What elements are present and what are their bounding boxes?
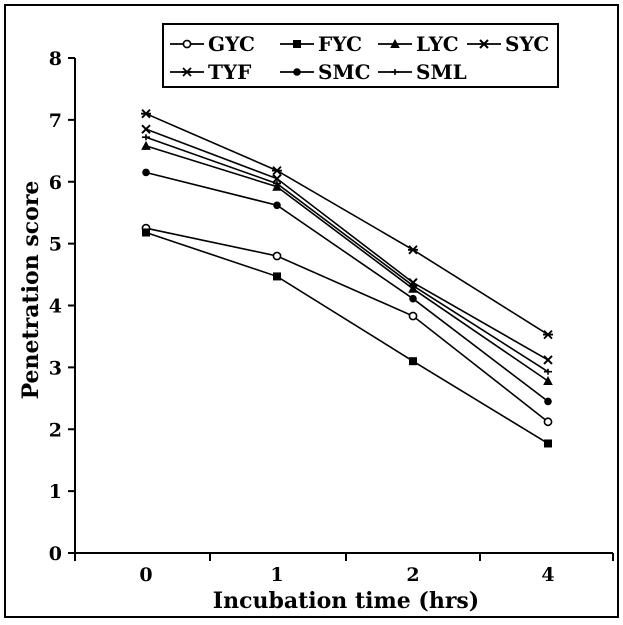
data-point-syc — [543, 355, 553, 365]
legend-marker-sml — [391, 69, 399, 75]
y-tick-label: 7 — [49, 110, 62, 132]
data-point-lyc — [543, 375, 553, 385]
series-line-tyf — [145, 112, 549, 336]
data-point-fyc — [142, 228, 150, 237]
data-point-sml — [142, 134, 150, 141]
series-line-lyc — [145, 145, 549, 382]
series-gyc — [141, 223, 553, 427]
y-tick-label: 8 — [49, 48, 62, 70]
legend-label: SMC — [318, 60, 371, 84]
legend-box — [162, 23, 559, 88]
y-tick-label: 0 — [49, 543, 62, 565]
legend-marker-gyc — [182, 39, 192, 49]
x-tick-label: 4 — [541, 564, 554, 586]
legend-item-smc: SMC — [280, 60, 371, 84]
data-point-fyc — [273, 272, 281, 281]
x-tick-label: 0 — [139, 564, 152, 586]
x-tick-label: 2 — [406, 564, 419, 586]
series-layer — [141, 109, 553, 448]
data-point-sml — [273, 180, 281, 187]
y-tick-label: 4 — [49, 296, 62, 318]
legend-label: GYC — [208, 32, 255, 56]
data-point-syc — [272, 173, 282, 184]
data-point-gyc — [408, 311, 418, 321]
legend-label: SYC — [505, 32, 549, 56]
data-point-smc — [142, 168, 150, 177]
data-point-fyc — [409, 357, 417, 366]
series-line-gyc — [145, 227, 549, 423]
series-line-smc — [145, 171, 549, 403]
data-point-sml — [544, 368, 552, 375]
data-point-tyf — [141, 109, 151, 119]
data-point-sml — [409, 282, 417, 289]
legend-item-lyc: LYC — [378, 32, 459, 56]
data-point-lyc — [141, 140, 151, 150]
series-syc — [141, 124, 553, 365]
figure-border — [4, 4, 619, 618]
data-point-smc — [409, 294, 417, 303]
series-lyc — [141, 140, 553, 385]
y-tick-label: 6 — [49, 172, 62, 194]
data-point-gyc — [272, 251, 282, 261]
legend-items: GYC FYC LYC SYC TYF SMC SML — [170, 32, 549, 84]
legend-label: LYC — [416, 32, 459, 56]
data-point-smc — [544, 397, 552, 406]
legend-item-gyc: GYC — [170, 32, 255, 56]
series-smc — [142, 168, 552, 406]
series-fyc — [142, 228, 552, 448]
data-point-smc — [273, 201, 281, 210]
series-line-fyc — [145, 231, 549, 445]
x-axis-title: Incubation time (hrs) — [213, 588, 479, 614]
data-point-fyc — [544, 439, 552, 448]
legend-label: TYF — [208, 60, 251, 84]
data-point-tyf — [408, 245, 418, 255]
legend-item-fyc: FYC — [280, 32, 362, 56]
y-tick-label: 3 — [49, 357, 62, 379]
data-point-tyf — [272, 165, 282, 176]
x-tick-label: 1 — [270, 564, 283, 586]
legend-marker-syc — [479, 39, 489, 49]
legend-marker-tyf — [182, 67, 192, 77]
data-point-syc — [141, 124, 151, 134]
legend-marker-lyc — [390, 39, 400, 48]
y-tick-label: 2 — [49, 419, 62, 441]
x-axis-ticks: 0 1 2 4 — [74, 553, 614, 586]
data-point-gyc — [543, 417, 553, 427]
legend-item-sml: SML — [378, 60, 467, 84]
y-tick-label: 5 — [49, 234, 62, 256]
y-axis-title: Penetration score — [18, 181, 44, 400]
series-tyf — [141, 109, 553, 340]
series-sml — [142, 134, 552, 375]
data-point-tyf — [543, 329, 553, 340]
legend-label: SML — [416, 60, 467, 84]
legend-marker-fyc — [293, 40, 301, 48]
legend-label: FYC — [318, 32, 362, 56]
legend-item-syc: SYC — [467, 32, 549, 56]
series-line-syc — [145, 128, 549, 361]
series-line-sml — [145, 136, 549, 373]
y-tick-label: 1 — [49, 481, 62, 503]
y-axis-ticks: 0 1 2 3 4 5 6 7 8 — [49, 48, 75, 565]
legend-item-tyf: TYF — [170, 60, 251, 84]
legend: GYC FYC LYC SYC TYF SMC SML — [162, 23, 559, 88]
legend-marker-smc — [293, 68, 301, 76]
